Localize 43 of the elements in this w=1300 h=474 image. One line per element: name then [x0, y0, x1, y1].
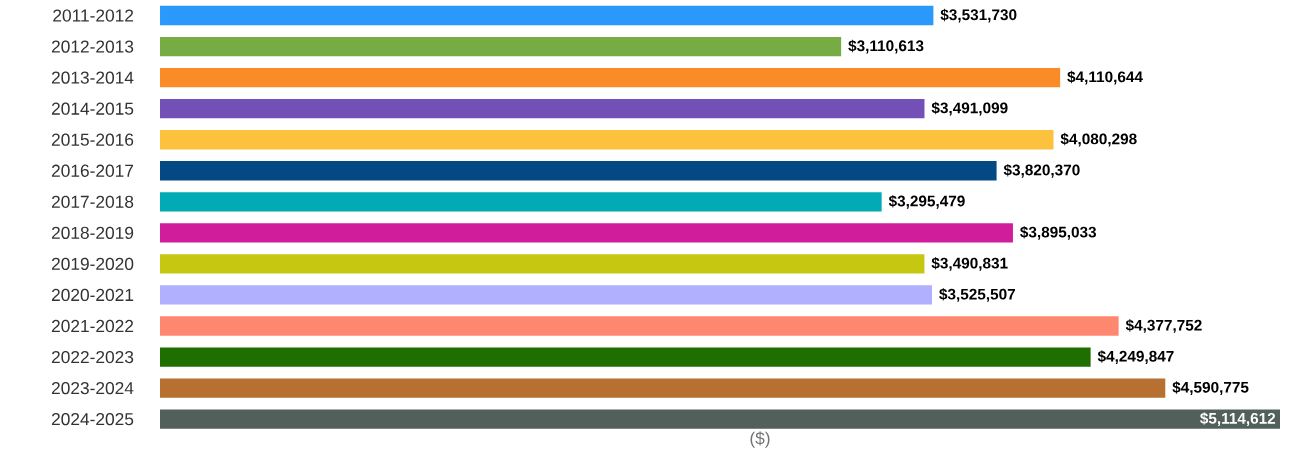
data-label: $4,377,752 — [1125, 319, 1202, 333]
bar — [160, 347, 1091, 367]
y-tick-label: 2014-2015 — [51, 102, 134, 115]
y-tick-label: 2013-2014 — [51, 71, 134, 84]
data-label: $4,080,298 — [1060, 132, 1137, 147]
bar — [160, 99, 925, 119]
data-label: $3,491,099 — [931, 101, 1008, 116]
data-label: $3,490,831 — [931, 257, 1008, 271]
bar — [160, 161, 997, 181]
data-label: $3,525,507 — [939, 288, 1015, 302]
data-label: $5,114,612 — [1200, 412, 1276, 426]
y-tick-label: 2019-2020 — [51, 257, 134, 271]
bar — [160, 223, 1013, 243]
y-tick-label: 2012-2013 — [51, 40, 134, 53]
bar — [160, 285, 933, 305]
y-tick-label: 2018-2019 — [51, 226, 134, 239]
y-tick-label: 2017-2018 — [51, 195, 134, 208]
data-label: $4,590,775 — [1172, 381, 1249, 395]
data-label: $3,531,730 — [940, 8, 1017, 23]
data-label: $3,820,370 — [1003, 163, 1080, 178]
bar — [160, 192, 882, 212]
x-axis-title: ($) — [750, 431, 770, 448]
y-tick-label: 2020-2021 — [51, 288, 134, 302]
bar — [160, 378, 1166, 398]
data-label: $3,295,479 — [888, 194, 965, 209]
y-tick-label: 2015-2016 — [51, 133, 134, 146]
y-tick-label: 2016-2017 — [51, 164, 134, 177]
y-tick-label: 2021-2022 — [51, 319, 134, 333]
bar — [160, 409, 1280, 429]
data-label: $3,895,033 — [1020, 225, 1097, 240]
y-tick-label: 2023-2024 — [51, 381, 134, 395]
data-label: $4,110,644 — [1067, 70, 1143, 85]
data-label: $4,249,847 — [1097, 350, 1174, 364]
bar — [160, 254, 925, 274]
data-label: $3,110,613 — [848, 39, 924, 54]
y-tick-label: 2011-2012 — [53, 9, 134, 22]
bar — [160, 36, 842, 57]
y-tick-label: 2022-2023 — [51, 350, 134, 364]
bar — [160, 316, 1119, 336]
bar — [160, 130, 1054, 150]
bar — [160, 67, 1061, 88]
y-tick-label: 2024-2025 — [51, 413, 134, 426]
bar — [160, 5, 934, 26]
